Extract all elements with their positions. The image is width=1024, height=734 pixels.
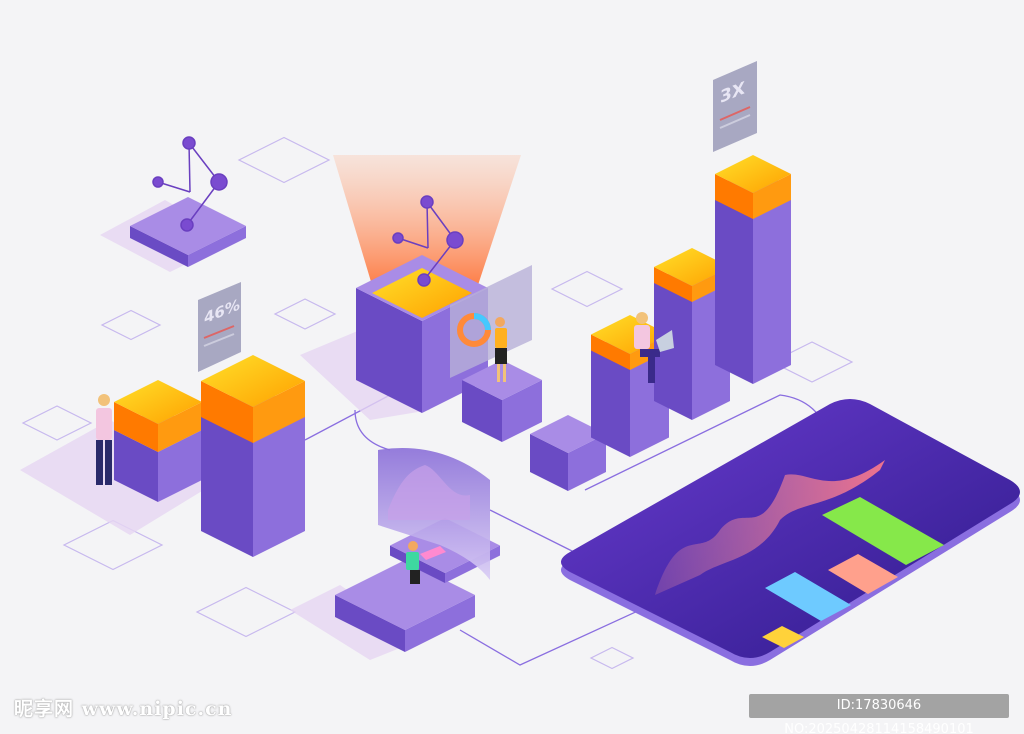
rhombus-outline [589,646,635,670]
rhombus-outline [273,298,337,330]
molecule-icon [152,136,228,232]
wave-chart [655,460,885,595]
percent-card: 46% [198,282,241,372]
orange-cube-tall [201,355,305,443]
small-box-center [462,360,542,442]
person-sitting-laptop [634,312,674,383]
green-bar [822,497,944,565]
small-box-right [530,415,606,491]
orange-cube-3 [715,155,791,219]
tablet-dashboard [561,399,1020,666]
person-at-desk [406,541,446,584]
molecule-icon [392,195,464,287]
watermark-site: 昵享网 www.nipic.cn [14,698,233,720]
isometric-boxes [114,155,791,652]
rhombus-outline [195,586,297,638]
orange-cube-left [114,380,202,452]
person-at-panel [495,317,507,382]
blue-bar [765,572,851,621]
rhombus-outline [62,519,164,571]
center-box-glow [372,268,472,318]
rhombus-outline [237,136,331,184]
watermark-id: ID:17830646 NO:20250428114158490101 [749,694,1009,734]
multiplier-card: 3X [713,61,757,152]
person-standing-left [96,394,112,485]
curved-screen [378,448,490,580]
yellow-bar [762,626,804,648]
donut-chart-panel [450,265,532,378]
rhombus-outline [550,270,624,308]
rhombus-outline [100,309,162,341]
pink-bar [828,554,898,594]
decorative-rhombus-outlines [21,136,854,670]
rhombus-outline [21,405,93,441]
